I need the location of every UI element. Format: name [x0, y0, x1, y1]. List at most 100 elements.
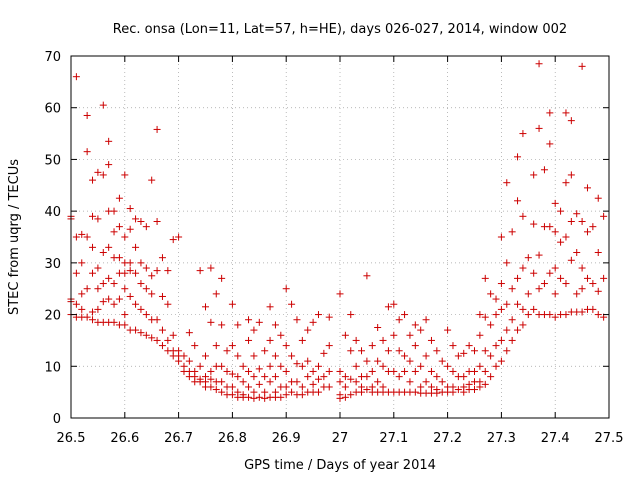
data-point	[481, 367, 489, 375]
x-tick-label: 26.5	[57, 431, 86, 446]
data-point	[567, 256, 575, 264]
data-point	[471, 347, 478, 355]
data-point	[207, 383, 215, 391]
y-tick-label: 60	[44, 102, 61, 117]
data-point	[121, 233, 129, 241]
data-point	[314, 362, 322, 370]
data-point	[594, 249, 602, 257]
data-point	[438, 378, 446, 386]
data-point	[530, 305, 538, 313]
data-point	[594, 311, 602, 319]
data-point	[89, 308, 97, 316]
data-point	[255, 318, 263, 326]
data-point	[72, 233, 80, 241]
data-point	[255, 393, 263, 401]
data-point	[594, 287, 602, 295]
data-point	[411, 342, 419, 350]
data-point	[89, 316, 97, 324]
data-point	[126, 259, 134, 267]
data-point	[110, 228, 118, 236]
data-point	[94, 305, 102, 313]
data-point	[228, 383, 236, 391]
data-point	[411, 321, 419, 329]
data-point	[557, 207, 565, 215]
data-point	[487, 321, 495, 329]
data-point	[137, 217, 145, 225]
data-point	[578, 308, 586, 316]
data-point	[449, 388, 457, 396]
data-point	[336, 367, 344, 375]
data-point	[196, 267, 204, 275]
data-point	[218, 362, 226, 370]
data-point	[121, 171, 129, 179]
data-point	[481, 274, 489, 282]
data-point	[250, 326, 258, 334]
data-point	[293, 378, 301, 386]
data-point	[78, 230, 86, 238]
data-point	[148, 290, 156, 298]
data-point	[309, 367, 317, 375]
data-point	[460, 349, 468, 357]
data-point	[427, 367, 435, 375]
data-point	[406, 378, 414, 386]
data-point	[110, 300, 118, 308]
data-point	[341, 393, 349, 401]
data-point	[271, 373, 279, 381]
data-point	[137, 305, 145, 313]
data-point	[314, 388, 322, 396]
x-tick-label: 27.1	[379, 431, 408, 446]
data-point	[115, 223, 123, 231]
data-point	[320, 373, 328, 381]
data-point	[562, 311, 570, 319]
data-point	[164, 336, 172, 344]
data-point	[255, 365, 263, 373]
data-point	[218, 378, 226, 386]
data-point	[132, 326, 140, 334]
data-point	[497, 305, 505, 313]
data-point	[282, 383, 290, 391]
data-point	[239, 378, 247, 386]
data-point	[148, 272, 156, 280]
data-point	[395, 347, 403, 355]
data-point	[105, 295, 113, 303]
data-point	[234, 373, 242, 381]
data-point	[427, 336, 435, 344]
data-point	[277, 362, 285, 370]
data-point	[524, 254, 532, 262]
data-point	[142, 285, 150, 293]
data-point	[363, 386, 371, 394]
data-point	[535, 60, 543, 68]
data-point	[374, 324, 382, 331]
data-point	[417, 362, 425, 370]
data-point	[573, 249, 581, 257]
data-point	[212, 386, 220, 394]
data-point	[153, 217, 161, 225]
data-point	[234, 321, 242, 329]
data-point	[578, 217, 586, 225]
data-point	[234, 352, 242, 360]
data-point	[94, 168, 102, 176]
data-point	[573, 290, 581, 298]
data-point	[519, 264, 527, 272]
data-point	[325, 342, 333, 350]
data-point	[519, 130, 527, 138]
data-point	[164, 267, 172, 275]
data-point	[218, 274, 226, 282]
data-point	[444, 362, 452, 370]
data-point	[83, 285, 91, 293]
x-tick-label: 26.9	[272, 431, 301, 446]
data-point	[212, 342, 220, 350]
data-point	[78, 290, 86, 298]
data-point	[374, 378, 382, 386]
data-point	[255, 380, 263, 388]
data-point	[83, 111, 91, 119]
data-point	[492, 362, 500, 370]
data-point	[282, 285, 290, 293]
data-point	[578, 285, 586, 293]
data-point	[153, 125, 161, 133]
data-point	[336, 378, 344, 386]
data-point	[395, 373, 403, 381]
data-point	[304, 326, 312, 334]
data-point	[266, 362, 274, 370]
